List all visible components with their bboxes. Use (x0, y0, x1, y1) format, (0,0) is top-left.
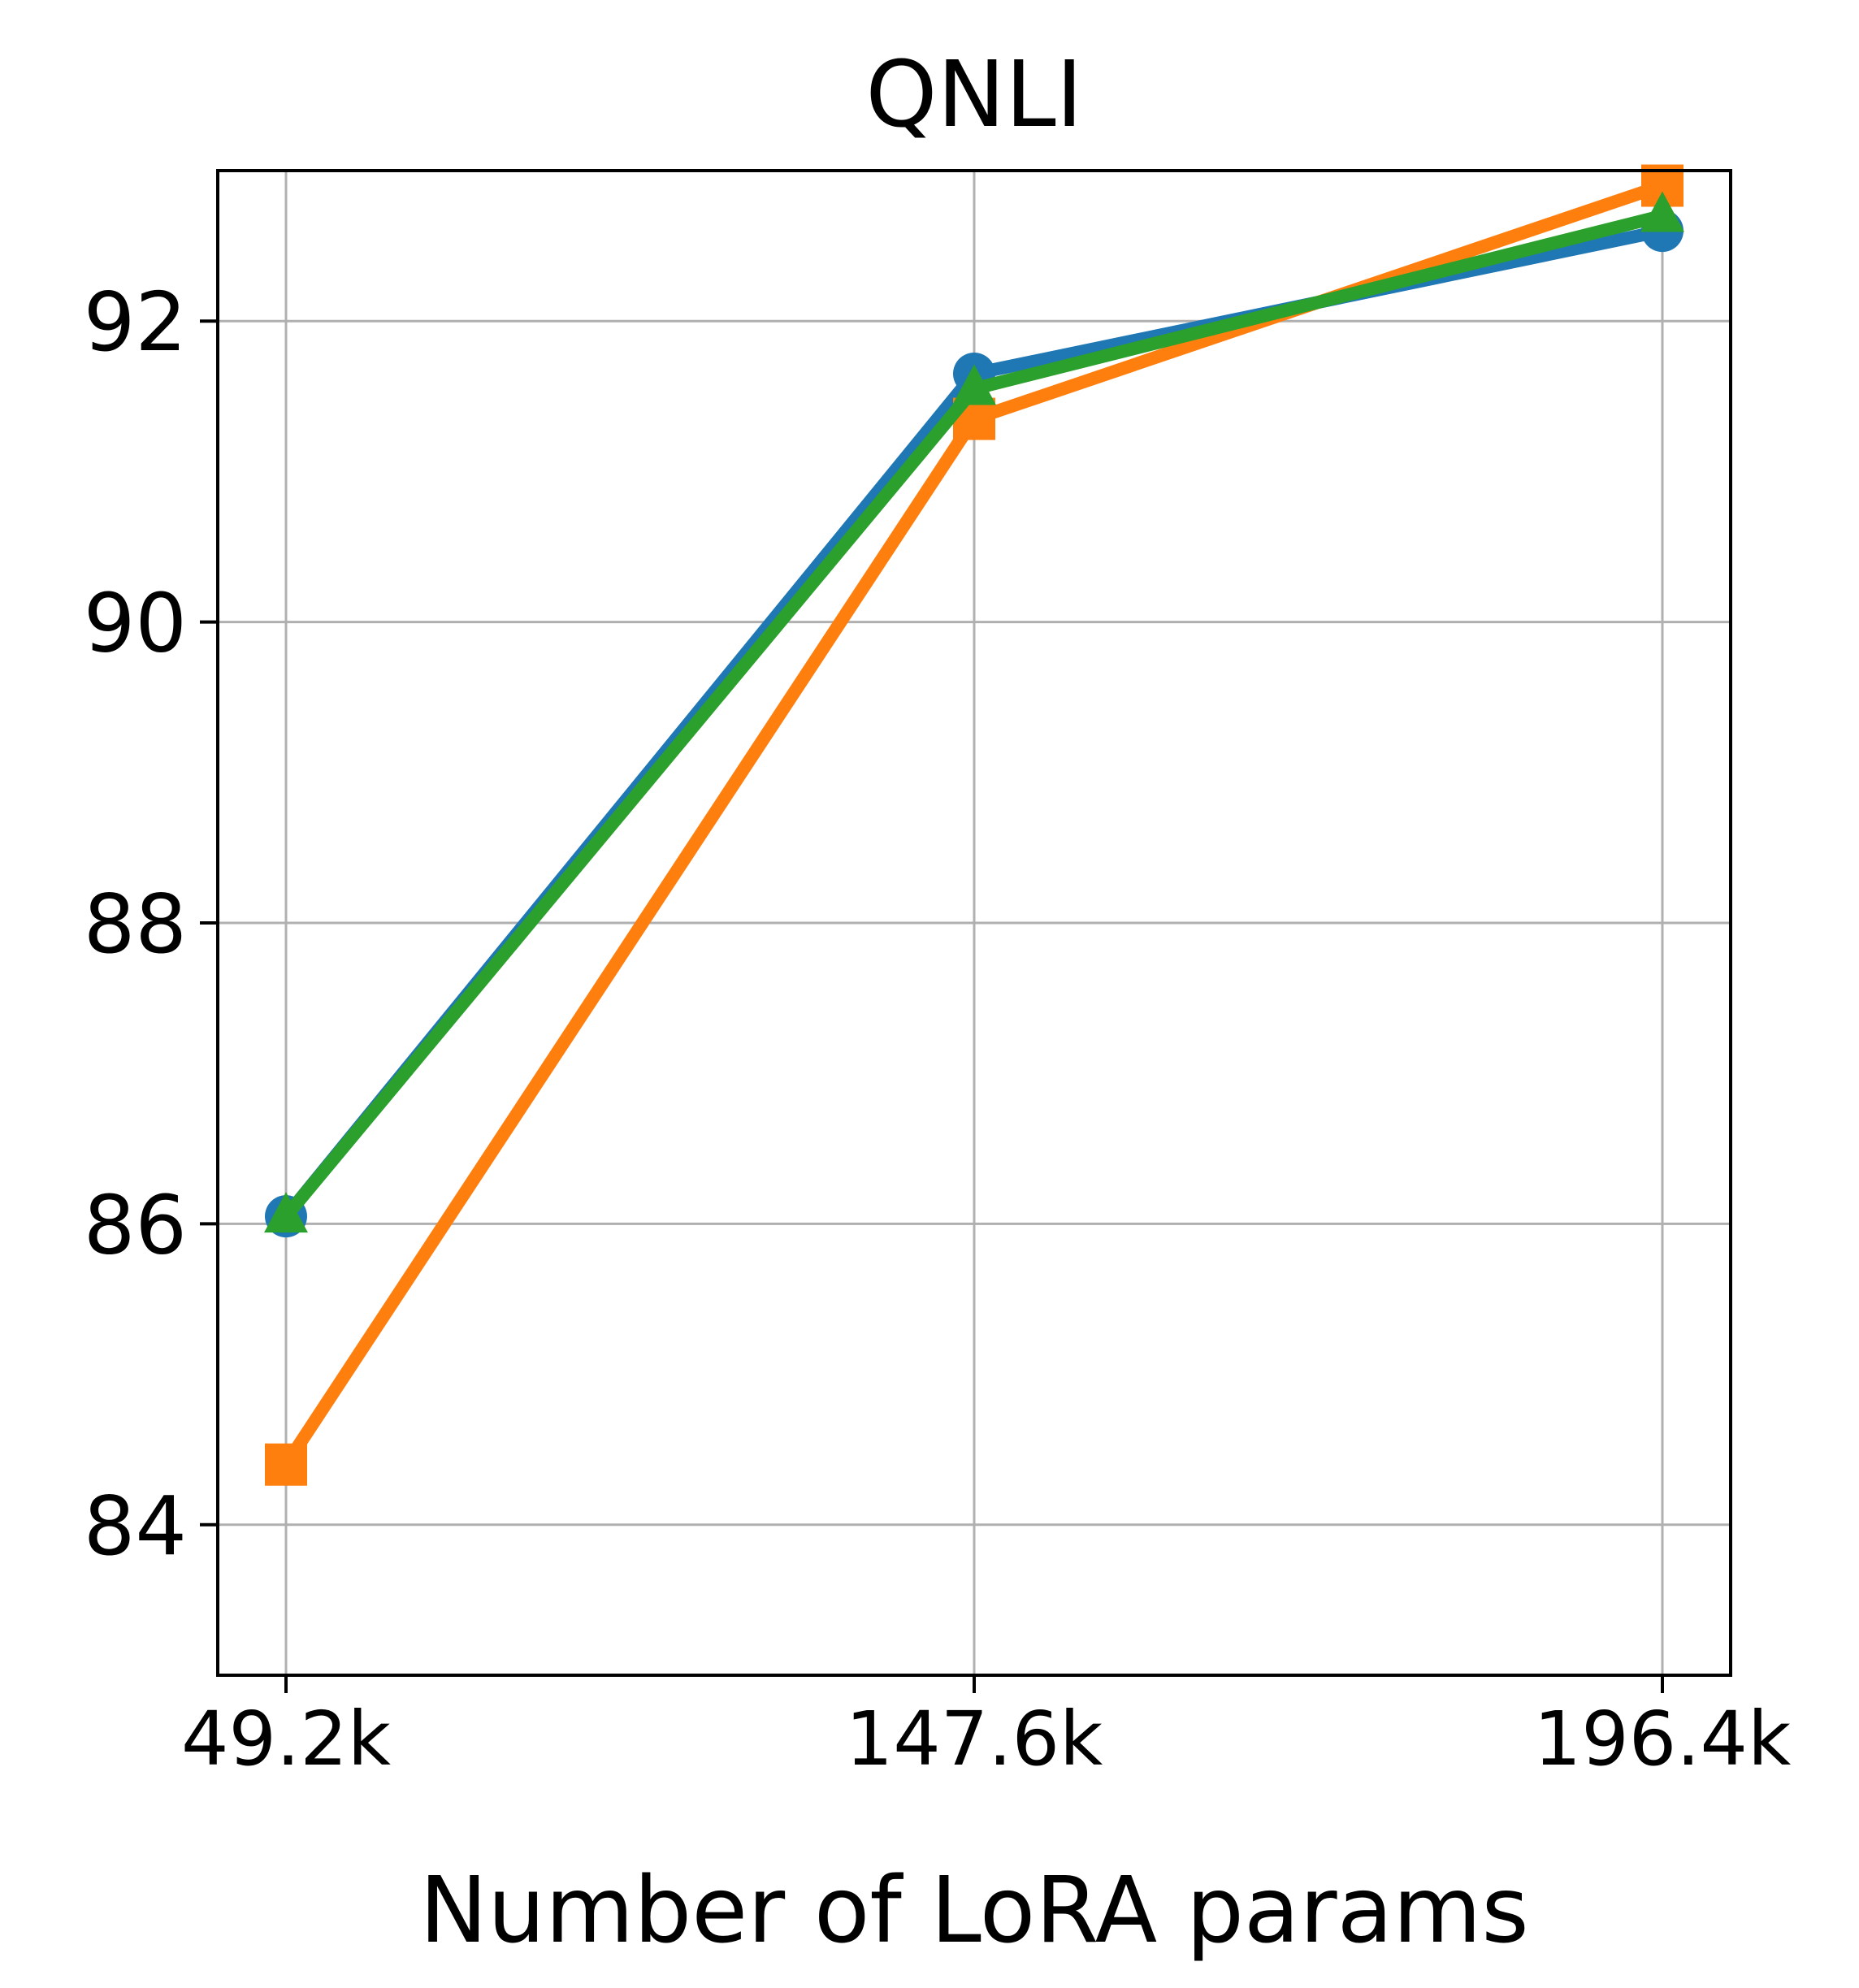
x-tick-label: 196.4k (1534, 1696, 1792, 1782)
data-point-triangle (264, 1192, 308, 1233)
x-axis-label: Number of LoRA params (419, 1858, 1528, 1964)
x-tick-label: 147.6k (846, 1696, 1103, 1782)
data-point-square (265, 1443, 307, 1486)
y-tick-label: 84 (84, 1479, 187, 1574)
y-tick-label: 90 (84, 576, 187, 671)
y-tick-label: 92 (84, 275, 187, 370)
data-point-triangle (1640, 191, 1684, 232)
y-tick-label: 88 (84, 877, 187, 972)
data-point-triangle (952, 364, 996, 405)
ticks: 49.2k 147.6k 196.4k 84 86 88 90 92 (84, 275, 1792, 1782)
series-2 (264, 191, 1684, 1233)
x-tick-label: 49.2k (181, 1696, 392, 1782)
series-lines (264, 164, 1684, 1486)
chart-title: QNLI (865, 42, 1082, 148)
y-tick-label: 86 (84, 1177, 187, 1272)
